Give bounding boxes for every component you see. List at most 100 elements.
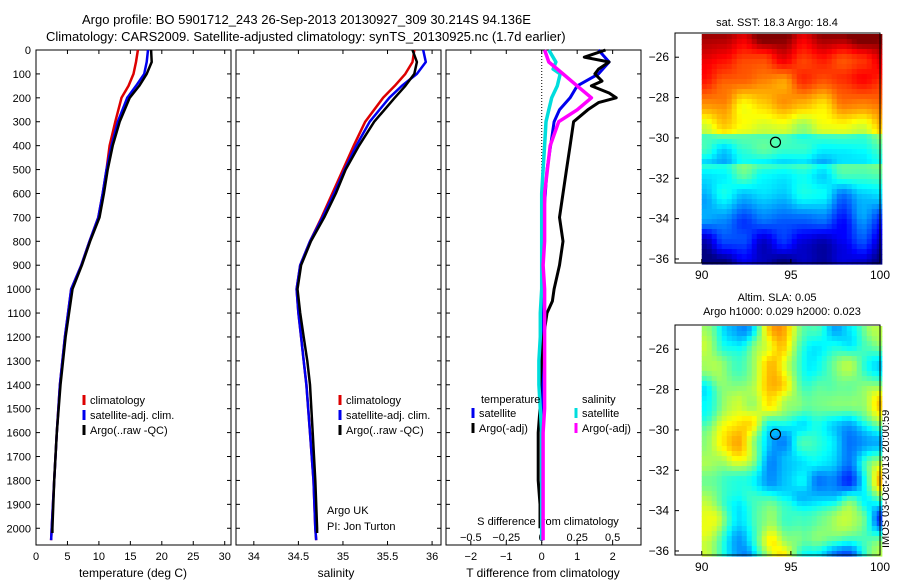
heatmap-cell: [796, 366, 803, 372]
heatmap-cell: [811, 224, 818, 230]
heatmap-cell: [866, 199, 873, 205]
heatmap-cell: [726, 526, 733, 532]
heatmap-cell: [866, 331, 873, 337]
heatmap-cell: [851, 531, 858, 537]
heatmap-cell: [746, 521, 753, 527]
heatmap-cell: [721, 391, 728, 397]
heatmap-cell: [861, 371, 868, 377]
heatmap-cell: [866, 39, 873, 45]
heatmap-cell: [811, 179, 818, 185]
heatmap-cell: [701, 521, 708, 527]
heatmap-cell: [756, 99, 763, 105]
heatmap-cell: [761, 391, 768, 397]
heatmap-cell: [711, 44, 718, 50]
heatmap-cell: [866, 551, 873, 557]
heatmap-cell: [831, 346, 838, 352]
heatmap-cell: [736, 64, 743, 70]
heatmap-cell: [736, 159, 743, 165]
heatmap-cell: [711, 541, 718, 547]
heatmap-cell: [726, 361, 733, 367]
heatmap-cell: [801, 209, 808, 215]
heatmap-cell: [786, 259, 793, 265]
heatmap-cell: [821, 366, 828, 372]
heatmap-cell: [731, 164, 738, 170]
heatmap-cell: [846, 229, 853, 235]
heatmap-cell: [836, 79, 843, 85]
heatmap-cell: [851, 54, 858, 60]
heatmap-cell: [761, 169, 768, 175]
heatmap-cell: [701, 456, 708, 462]
heatmap-cell: [771, 361, 778, 367]
heatmap-cell: [716, 139, 723, 145]
heatmap-cell: [816, 336, 823, 342]
heatmap-cell: [801, 361, 808, 367]
heatmap-cell: [801, 431, 808, 437]
heatmap-cell: [846, 416, 853, 422]
heatmap-cell: [791, 259, 798, 265]
heatmap-cell: [801, 84, 808, 90]
heatmap-cell: [711, 486, 718, 492]
heatmap-cell: [731, 401, 738, 407]
heatmap-cell: [756, 431, 763, 437]
heatmap-cell: [796, 471, 803, 477]
heatmap-cell: [826, 416, 833, 422]
heatmap-cell: [721, 34, 728, 40]
heatmap-cell: [856, 119, 863, 125]
heatmap-cell: [806, 184, 813, 190]
heatmap-cell: [821, 346, 828, 352]
heatmap-cell: [856, 89, 863, 95]
heatmap-cell: [751, 361, 758, 367]
heatmap-cell: [751, 89, 758, 95]
heatmap-cell: [816, 411, 823, 417]
heatmap-cell: [826, 79, 833, 85]
heatmap-cell: [821, 244, 828, 250]
heatmap-cell: [746, 239, 753, 245]
heatmap-cell: [731, 179, 738, 185]
heatmap-cell: [731, 224, 738, 230]
heatmap-cell: [851, 154, 858, 160]
heatmap-cell: [741, 114, 748, 120]
heatmap-cell: [711, 426, 718, 432]
heatmap-cell: [801, 326, 808, 332]
heatmap-cell: [731, 501, 738, 507]
heatmap-cell: [706, 396, 713, 402]
heatmap-cell: [821, 204, 828, 210]
heatmap-cell: [821, 44, 828, 50]
heatmap-cell: [761, 99, 768, 105]
heatmap-cell: [756, 104, 763, 110]
heatmap-cell: [726, 326, 733, 332]
heatmap-cell: [831, 204, 838, 210]
heatmap-cell: [741, 346, 748, 352]
heatmap-cell: [786, 44, 793, 50]
heatmap-cell: [771, 341, 778, 347]
heatmap-cell: [756, 184, 763, 190]
heatmap-cell: [821, 109, 828, 115]
heatmap-cell: [791, 481, 798, 487]
heatmap-cell: [726, 54, 733, 60]
heatmap-cell: [761, 79, 768, 85]
heatmap-cell: [851, 254, 858, 260]
heatmap-cell: [736, 511, 743, 517]
heatmap-cell: [796, 526, 803, 532]
heatmap-cell: [826, 254, 833, 260]
heatmap-cell: [796, 104, 803, 110]
heatmap-cell: [846, 451, 853, 457]
heatmap-cell: [836, 69, 843, 75]
heatmap-cell: [781, 214, 788, 220]
heatmap-cell: [811, 84, 818, 90]
heatmap-cell: [866, 536, 873, 542]
heatmap-cell: [866, 249, 873, 255]
heatmap-cell: [741, 109, 748, 115]
heatmap-cell: [816, 551, 823, 557]
heatmap-cell: [846, 234, 853, 240]
heatmap-cell: [726, 159, 733, 165]
heatmap-cell: [761, 351, 768, 357]
heatmap-cell: [836, 526, 843, 532]
heatmap-cell: [861, 114, 868, 120]
heatmap-cell: [726, 346, 733, 352]
heatmap-cell: [771, 154, 778, 160]
heatmap-cell: [861, 496, 868, 502]
heatmap-cell: [816, 114, 823, 120]
heatmap-cell: [706, 401, 713, 407]
heatmap-cell: [871, 461, 878, 467]
